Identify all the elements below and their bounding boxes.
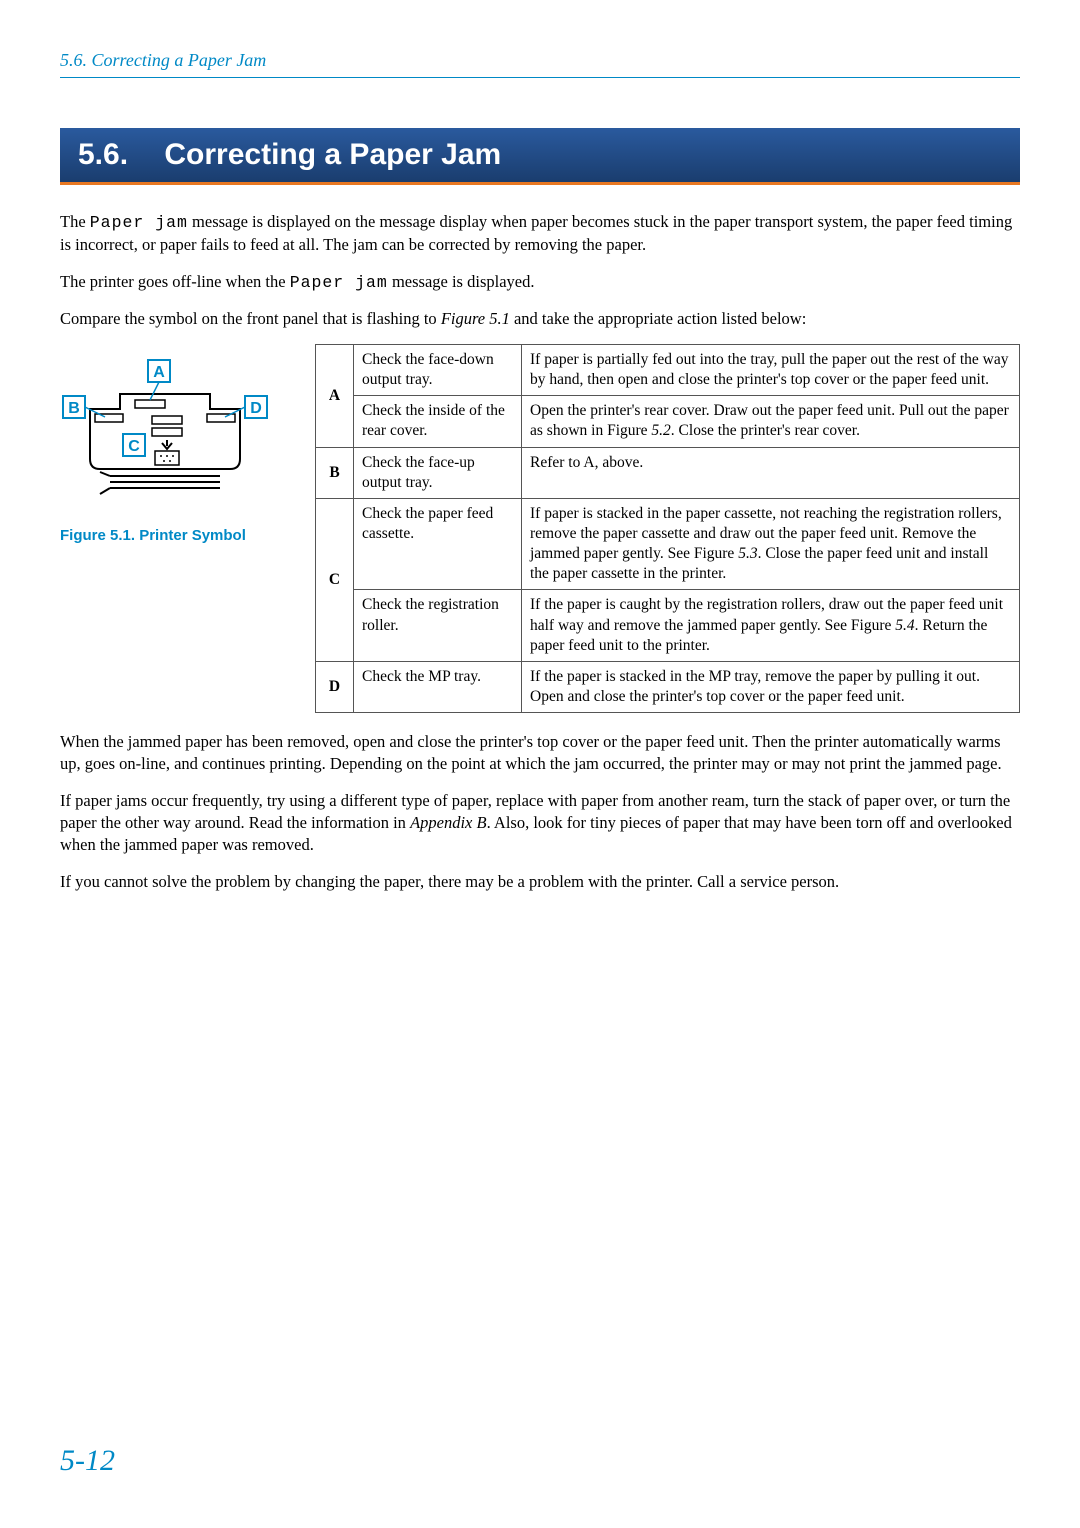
- row-letter: C: [316, 498, 354, 661]
- paragraph-5: If paper jams occur frequently, try usin…: [60, 790, 1020, 857]
- p5-italic: Appendix B: [410, 813, 487, 832]
- p3-pre: Compare the symbol on the front panel th…: [60, 309, 441, 328]
- paragraph-2: The printer goes off-line when the Paper…: [60, 271, 1020, 294]
- p1-pre: The: [60, 212, 90, 231]
- printer-symbol-diagram: A B C D: [60, 354, 290, 504]
- title-text: Correcting a Paper Jam: [164, 138, 501, 171]
- paragraph-3: Compare the symbol on the front panel th…: [60, 308, 1020, 330]
- row-action: If the paper is stacked in the MP tray, …: [522, 661, 1020, 712]
- p3-italic: Figure 5.1: [441, 309, 510, 328]
- p2-mono: Paper jam: [290, 273, 388, 292]
- row-check: Check the face-down output tray.: [354, 345, 522, 396]
- row-action: Refer to A, above.: [522, 447, 1020, 498]
- row-letter: B: [316, 447, 354, 498]
- row-check: Check the inside of the rear cover.: [354, 396, 522, 447]
- row-letter: D: [316, 661, 354, 712]
- title-number: 5.6.: [78, 138, 128, 171]
- table-row: D Check the MP tray. If the paper is sta…: [316, 661, 1020, 712]
- row-action: Open the printer's rear cover. Draw out …: [522, 396, 1020, 447]
- row-check: Check the paper feed cassette.: [354, 498, 522, 590]
- svg-text:C: C: [128, 438, 140, 455]
- figure-table-row: A B C D Figure 5.1. Printer Symbol A Che…: [60, 344, 1020, 713]
- row-check: Check the MP tray.: [354, 661, 522, 712]
- row-letter: A: [316, 345, 354, 448]
- table-row: Check the inside of the rear cover. Open…: [316, 396, 1020, 447]
- figure-column: A B C D Figure 5.1. Printer Symbol: [60, 344, 315, 544]
- row-action: If paper is stacked in the paper cassett…: [522, 498, 1020, 590]
- p1-post: message is displayed on the message disp…: [60, 212, 1012, 254]
- page-number: 5-12: [60, 1444, 115, 1478]
- table-row: A Check the face-down output tray. If pa…: [316, 345, 1020, 396]
- row-action: If the paper is caught by the registrati…: [522, 590, 1020, 661]
- table-row: C Check the paper feed cassette. If pape…: [316, 498, 1020, 590]
- row-action: If paper is partially fed out into the t…: [522, 345, 1020, 396]
- table-row: B Check the face-up output tray. Refer t…: [316, 447, 1020, 498]
- svg-text:A: A: [153, 364, 165, 381]
- svg-text:B: B: [68, 400, 80, 417]
- row-check: Check the registration roller.: [354, 590, 522, 661]
- p2-post: message is displayed.: [388, 272, 535, 291]
- running-header: 5.6. Correcting a Paper Jam: [60, 50, 1020, 78]
- paragraph-6: If you cannot solve the problem by chang…: [60, 871, 1020, 893]
- p3-post: and take the appropriate action listed b…: [510, 309, 806, 328]
- p1-mono: Paper jam: [90, 213, 188, 232]
- section-title: 5.6. Correcting a Paper Jam: [60, 128, 1020, 185]
- row-check: Check the face-up output tray.: [354, 447, 522, 498]
- p2-pre: The printer goes off-line when the: [60, 272, 290, 291]
- paragraph-1: The Paper jam message is displayed on th…: [60, 211, 1020, 257]
- figure-caption: Figure 5.1. Printer Symbol: [60, 527, 315, 544]
- svg-text:D: D: [250, 400, 262, 417]
- jam-table: A Check the face-down output tray. If pa…: [315, 344, 1020, 713]
- paragraph-4: When the jammed paper has been removed, …: [60, 731, 1020, 776]
- table-row: Check the registration roller. If the pa…: [316, 590, 1020, 661]
